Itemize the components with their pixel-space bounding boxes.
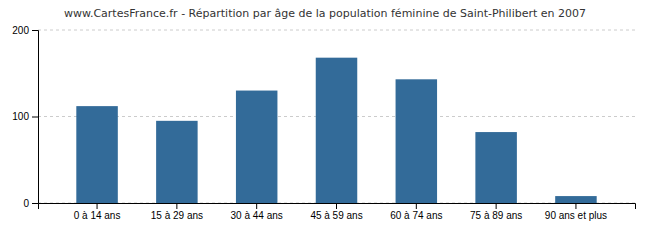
bar	[156, 121, 198, 203]
x-tick-mark	[256, 203, 257, 209]
x-tick-label: 75 à 89 ans	[470, 210, 522, 221]
bar	[76, 106, 118, 203]
x-tick: 15 à 29 ans	[151, 203, 203, 221]
x-tick-mark	[575, 203, 576, 209]
y-tick-mark	[32, 203, 38, 204]
x-tick: 30 à 44 ans	[231, 203, 283, 221]
x-tick: 45 à 59 ans	[310, 203, 362, 221]
x-axis-line	[39, 204, 636, 210]
y-tick: 200	[12, 25, 38, 36]
bar	[475, 132, 517, 203]
bar	[555, 196, 597, 203]
bars	[76, 58, 596, 203]
y-tick-label: 200	[12, 25, 29, 36]
y-axis: 0 100 200	[12, 25, 38, 209]
x-tick: 90 ans et plus	[545, 203, 607, 221]
x-tick: 0 à 14 ans	[74, 203, 121, 221]
y-tick: 100	[12, 111, 38, 122]
x-tick: 75 à 89 ans	[470, 203, 522, 221]
plot: 0 100 200 0 à 14 ans 15 à 29 ans 30 à 44 ans 4…	[12, 25, 635, 221]
x-tick-mark	[496, 203, 497, 209]
x-tick-mark	[176, 203, 177, 209]
bar	[236, 91, 278, 203]
x-tick-label: 45 à 59 ans	[310, 210, 362, 221]
bar	[316, 58, 358, 203]
x-tick-label: 0 à 14 ans	[74, 210, 121, 221]
grid	[38, 30, 635, 203]
y-tick-mark	[32, 117, 38, 118]
x-tick-label: 30 à 44 ans	[231, 210, 283, 221]
title: www.CartesFrance.fr - Répartition par âg…	[64, 7, 586, 20]
bar	[396, 79, 438, 203]
x-tick-mark	[416, 203, 417, 209]
x-tick-mark	[97, 203, 98, 209]
x-tick-label: 90 ans et plus	[545, 210, 607, 221]
x-tick: 60 à 74 ans	[390, 203, 442, 221]
x-tick-label: 60 à 74 ans	[390, 210, 442, 221]
x-tick-mark	[336, 203, 337, 209]
y-tick: 0	[23, 198, 38, 209]
grid-line	[38, 30, 635, 31]
y-axis-line	[32, 31, 39, 204]
y-tick-label: 100	[12, 111, 29, 122]
chart: www.CartesFrance.fr - Répartition par âg…	[0, 0, 650, 229]
y-tick-mark	[32, 30, 38, 31]
y-tick-label: 0	[23, 198, 29, 209]
x-tick-label: 15 à 29 ans	[151, 210, 203, 221]
x-axis: 0 à 14 ans 15 à 29 ans 30 à 44 ans 45 à 59 …	[39, 203, 636, 221]
